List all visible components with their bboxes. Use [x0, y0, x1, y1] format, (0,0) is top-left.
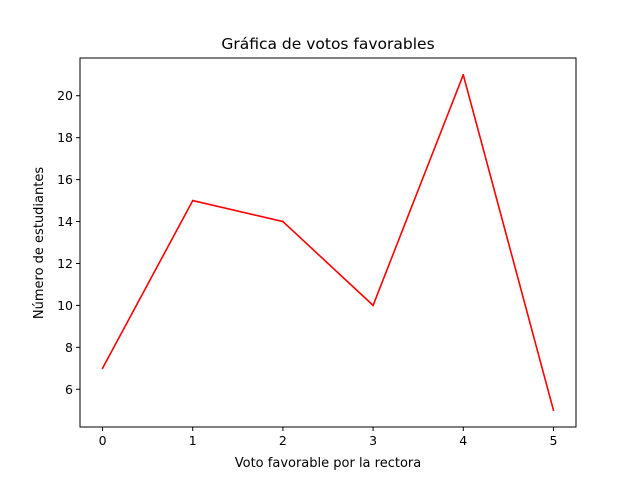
x-tick-label: 4: [459, 433, 467, 448]
x-axis-label: Voto favorable por la rectora: [235, 456, 421, 471]
x-axis-ticks: 0 1 2 3 4 5: [99, 427, 557, 448]
x-tick-label: 0: [99, 433, 107, 448]
series-line-segment: [462, 73, 555, 412]
y-tick-label: 20: [57, 88, 73, 103]
data-point: [372, 304, 374, 307]
series-line-segment: [372, 73, 465, 307]
plot-frame: [79, 57, 577, 428]
y-tick-label: 18: [57, 130, 73, 145]
y-tick-label: 8: [65, 340, 73, 355]
data-point: [462, 73, 465, 76]
data-point: [101, 367, 104, 370]
x-tick-label: 5: [549, 433, 557, 448]
x-tick-label: 1: [189, 433, 197, 448]
chart-title: Gráfica de votos favorables: [221, 35, 434, 53]
data-point: [282, 220, 284, 223]
y-axis-label: Número de estudiantes: [32, 167, 47, 319]
x-tick-label: 3: [369, 433, 377, 448]
y-tick-label: 6: [65, 382, 73, 397]
y-tick-label: 10: [57, 298, 73, 313]
data-point: [552, 409, 555, 412]
series-line-segment: [191, 199, 284, 223]
series-layer: [101, 73, 555, 412]
y-tick-label: 12: [57, 256, 73, 271]
x-tick-label: 2: [279, 433, 287, 448]
y-tick-label: 16: [57, 172, 73, 187]
y-tick-label: 14: [57, 214, 73, 229]
series-line-segment: [101, 199, 194, 370]
data-point: [191, 199, 194, 202]
y-axis-ticks: 6 8 10 12 14 16 18 20: [57, 88, 80, 397]
series-line-segment: [282, 220, 374, 307]
